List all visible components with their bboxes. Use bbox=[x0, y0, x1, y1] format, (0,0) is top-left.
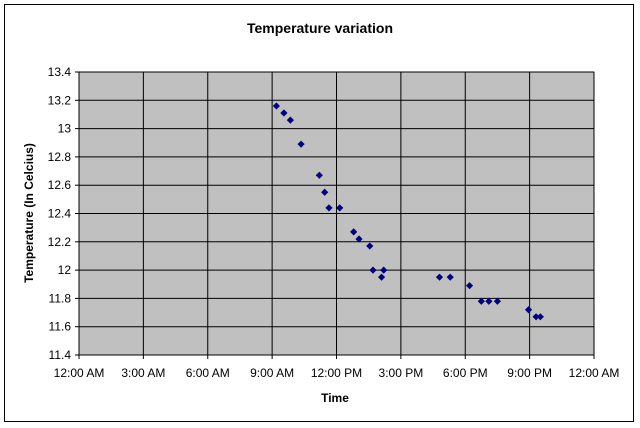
y-tick-label-9: 13.2 bbox=[48, 93, 72, 107]
chart-title: Temperature variation bbox=[247, 20, 393, 36]
x-tick-label-5: 3:00 PM bbox=[379, 366, 424, 380]
data-point-0-10 bbox=[366, 242, 374, 250]
data-point-0-13 bbox=[380, 266, 388, 274]
y-tick-label-2: 11.8 bbox=[49, 291, 72, 305]
data-point-0-16 bbox=[465, 282, 474, 290]
y-tick-label-10: 13.4 bbox=[48, 65, 72, 79]
x-tick-label-7: 9:00 PM bbox=[507, 366, 552, 380]
data-point-0-21 bbox=[532, 313, 540, 321]
y-tick-label-5: 12.4 bbox=[48, 207, 72, 221]
data-point-0-20 bbox=[524, 306, 533, 314]
y-axis-title: Temperature (In Celcius) bbox=[22, 143, 36, 283]
data-point-0-9 bbox=[355, 235, 363, 243]
x-tick-labels: 12:00 AM 3:00 AM 6:00 AM 9:00 AM 12:00 PM 3:0… bbox=[54, 366, 620, 380]
x-tick-label-8: 12:00 AM bbox=[569, 366, 620, 380]
x-tick-label-3: 9:00 AM bbox=[250, 366, 294, 380]
y-tick-label-4: 12.2 bbox=[48, 235, 72, 249]
data-point-0-7 bbox=[336, 204, 344, 212]
y-tick-labels: 11.4 11.6 11.8 12 12.2 12.4 12.6 12.8 13 13.2 13.4 bbox=[48, 65, 72, 362]
y-tick-label-8: 13 bbox=[58, 122, 72, 136]
data-point-0-22 bbox=[536, 313, 544, 321]
axes bbox=[75, 71, 595, 359]
data-point-0-17 bbox=[477, 297, 485, 305]
data-point-0-15 bbox=[446, 273, 454, 281]
data-point-0-8 bbox=[350, 228, 358, 236]
y-tick-label-6: 12.6 bbox=[48, 178, 72, 192]
data-point-0-6 bbox=[325, 204, 333, 212]
data-point-0-4 bbox=[315, 171, 323, 179]
y-tick-label-1: 11.6 bbox=[49, 320, 72, 334]
x-tick-label-0: 12:00 AM bbox=[54, 366, 105, 380]
data-points bbox=[272, 102, 544, 321]
x-tick-label-2: 6:00 AM bbox=[186, 366, 230, 380]
y-tick-label-0: 11.4 bbox=[49, 348, 72, 362]
x-tick-label-4: 12:00 PM bbox=[311, 366, 362, 380]
y-tick-label-3: 12 bbox=[58, 263, 72, 277]
data-point-0-5 bbox=[321, 188, 329, 196]
grid-lines bbox=[78, 71, 595, 356]
x-tick-label-6: 6:00 PM bbox=[443, 366, 488, 380]
data-point-0-14 bbox=[435, 273, 444, 281]
data-point-0-12 bbox=[377, 273, 386, 281]
data-point-0-3 bbox=[297, 140, 305, 148]
data-point-0-18 bbox=[485, 297, 493, 305]
x-tick-label-1: 3:00 AM bbox=[121, 366, 165, 380]
y-tick-label-7: 12.8 bbox=[48, 150, 72, 164]
data-point-0-1 bbox=[280, 109, 288, 117]
x-axis-title: Time bbox=[321, 391, 349, 405]
data-point-0-11 bbox=[369, 266, 377, 274]
data-point-0-19 bbox=[493, 297, 502, 305]
data-point-0-2 bbox=[286, 116, 294, 124]
data-point-0-0 bbox=[272, 102, 281, 110]
